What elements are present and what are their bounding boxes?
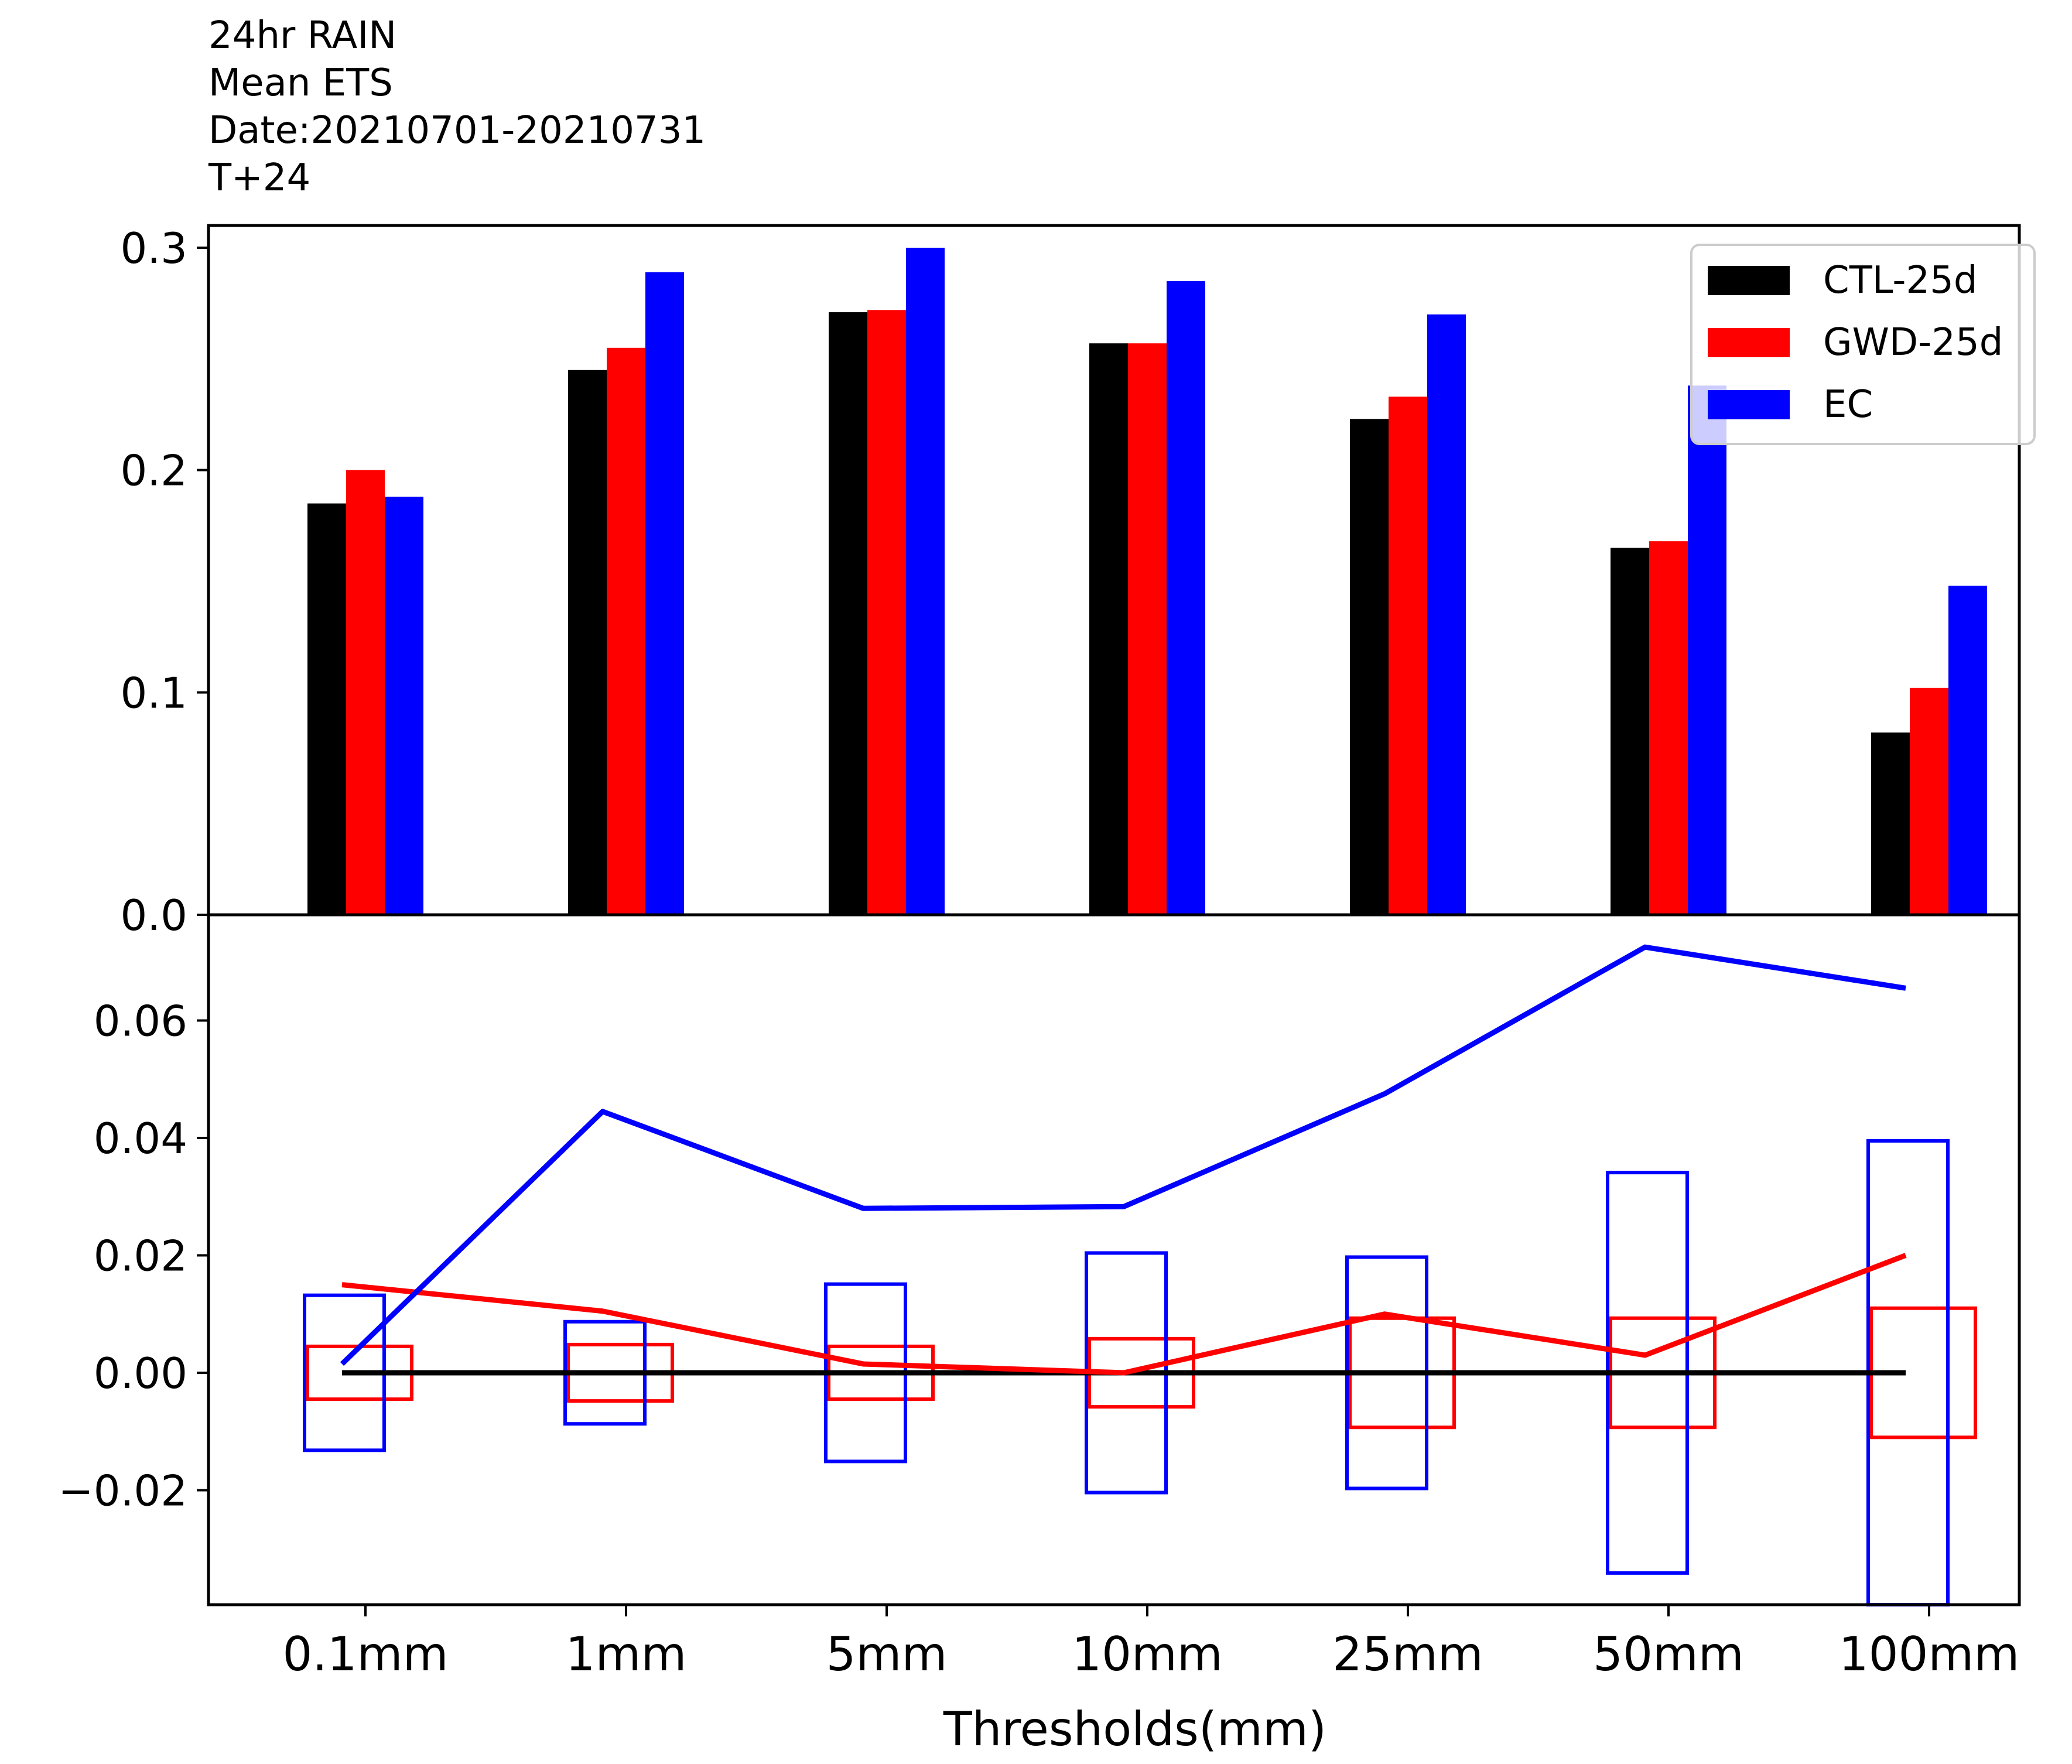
x-tick-label: 1mm (566, 1627, 687, 1681)
legend-label-ec: EC (1823, 383, 1873, 426)
bottom-y-tick-label: 0.06 (94, 996, 187, 1045)
title-line-2: Mean ETS (208, 61, 393, 105)
x-tick-label: 25mm (1332, 1627, 1483, 1681)
plot-frames (207, 224, 2021, 1606)
bottom-y-tick-label: −0.02 (58, 1466, 187, 1516)
bar-gwd-25d-50mm (1649, 541, 1688, 915)
top-y-tick-label: 0.0 (120, 891, 187, 940)
x-tick-label: 5mm (826, 1627, 948, 1681)
x-axis-label: Thresholds(mm) (943, 1702, 1326, 1756)
bar-ctl-25d-10mm (1089, 343, 1128, 915)
x-tick-label: 50mm (1593, 1627, 1744, 1681)
bar-ctl-25d-25mm (1350, 419, 1389, 915)
bar-ec-1mm (645, 272, 684, 915)
bottom-line-panel: −0.02 0.00 0.02 0.04 0.06 0.1mm 1mm 5mm 10mm 25mm… (58, 944, 2020, 1681)
title-line-4: T+24 (208, 156, 310, 200)
bar-gwd-25d-5mm (867, 310, 906, 915)
bar-ec-100mm (1948, 586, 1987, 915)
top-bar-panel: 0.0 0.1 0.2 0.3 (120, 224, 1987, 940)
line-ec (340, 944, 1906, 1366)
x-tick-label: 10mm (1072, 1627, 1223, 1681)
x-tick-label: 100mm (1839, 1627, 2020, 1681)
legend-swatch-ec (1708, 390, 1790, 419)
line-gwd-25d (341, 1253, 1907, 1376)
bar-gwd-25d-10mm (1128, 343, 1167, 915)
bar-ec-5mm (906, 247, 945, 915)
bar-ctl-25d-100mm (1871, 732, 1910, 915)
bar-ctl-25d-0.1mm (307, 503, 346, 915)
top-y-tick-label: 0.1 (120, 668, 187, 717)
title-line-1: 24hr RAIN (208, 14, 396, 57)
bottom-panel-frame (207, 913, 2021, 1606)
legend-label-gwd-25d: GWD-25d (1823, 321, 2003, 364)
bar-ctl-25d-5mm (829, 312, 867, 915)
bar-ec-25mm (1427, 314, 1466, 915)
bar-ctl-25d-50mm (1611, 548, 1649, 915)
bar-ctl-25d-1mm (568, 370, 607, 915)
bottom-y-tick-label: 0.02 (94, 1231, 187, 1280)
top-y-tick-label: 0.3 (120, 224, 187, 273)
legend-swatch-gwd-25d (1708, 328, 1790, 357)
bottom-y-tick-label: 0.00 (94, 1349, 187, 1398)
chart-title-block: 24hr RAIN Mean ETS Date:20210701-2021073… (208, 14, 706, 200)
title-line-3: Date:20210701-20210731 (208, 109, 706, 152)
legend: CTL-25d GWD-25d EC (1690, 244, 2036, 445)
bar-gwd-25d-0.1mm (346, 470, 385, 915)
bar-gwd-25d-25mm (1389, 396, 1427, 915)
bar-ec-0.1mm (385, 497, 423, 915)
bar-gwd-25d-1mm (607, 347, 645, 915)
bar-gwd-25d-100mm (1910, 688, 1948, 915)
legend-label-ctl-25d: CTL-25d (1823, 259, 1977, 302)
top-y-tick-label: 0.2 (120, 446, 187, 495)
bar-ec-10mm (1167, 281, 1205, 915)
bottom-y-tick-label: 0.04 (94, 1114, 187, 1163)
bar-ec-50mm (1688, 385, 1726, 915)
legend-swatch-ctl-25d (1708, 266, 1790, 295)
x-tick-label: 0.1mm (282, 1627, 448, 1681)
